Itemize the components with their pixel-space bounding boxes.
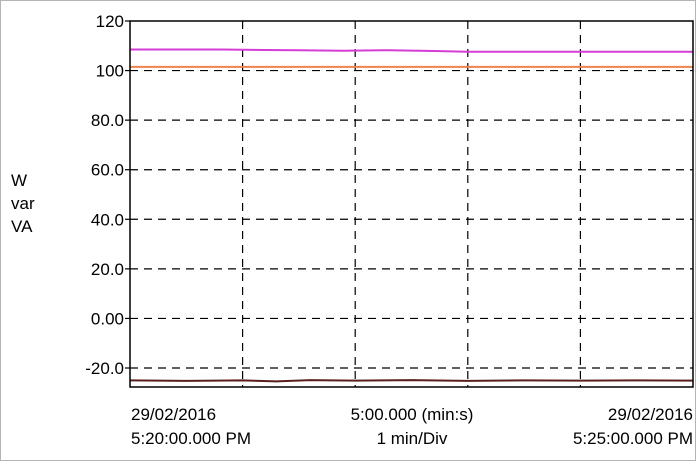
y-tick-label: 120 [96,12,124,31]
y-tick-label: 100 [96,62,124,81]
series-line-1 [130,48,693,53]
x-label-center-scale: 1 min/Div [377,429,448,448]
series-line-3 [129,379,694,383]
grid [130,21,693,387]
y-unit-labels: W var VA [11,171,35,236]
x-label-right-time: 5:25:00.000 PM [573,429,693,448]
y-tick-label: 40.0 [91,210,124,229]
x-label-left-time: 5:20:00.000 PM [131,429,251,448]
y-tick-label: 80.0 [91,111,124,130]
x-label-right-date: 29/02/2016 [608,405,693,424]
y-tick-label: 0.00 [91,309,124,328]
y-tick-label: 20.0 [91,260,124,279]
series-group [129,48,694,383]
x-axis-labels: 29/02/2016 5:20:00.000 PM 5:00.000 (min:… [131,405,693,448]
y-unit-w: W [11,171,27,190]
y-unit-var: var [11,194,35,213]
y-unit-va: VA [11,217,33,236]
y-tick-labels: 120 100 80.0 60.0 40.0 20.0 0.00 -20.0 [85,12,130,378]
y-tick-label: -20.0 [85,359,124,378]
x-label-left-date: 29/02/2016 [131,405,216,424]
y-tick-label: 60.0 [91,161,124,180]
plot-border [129,20,694,388]
x-label-center-span: 5:00.000 (min:s) [351,405,474,424]
